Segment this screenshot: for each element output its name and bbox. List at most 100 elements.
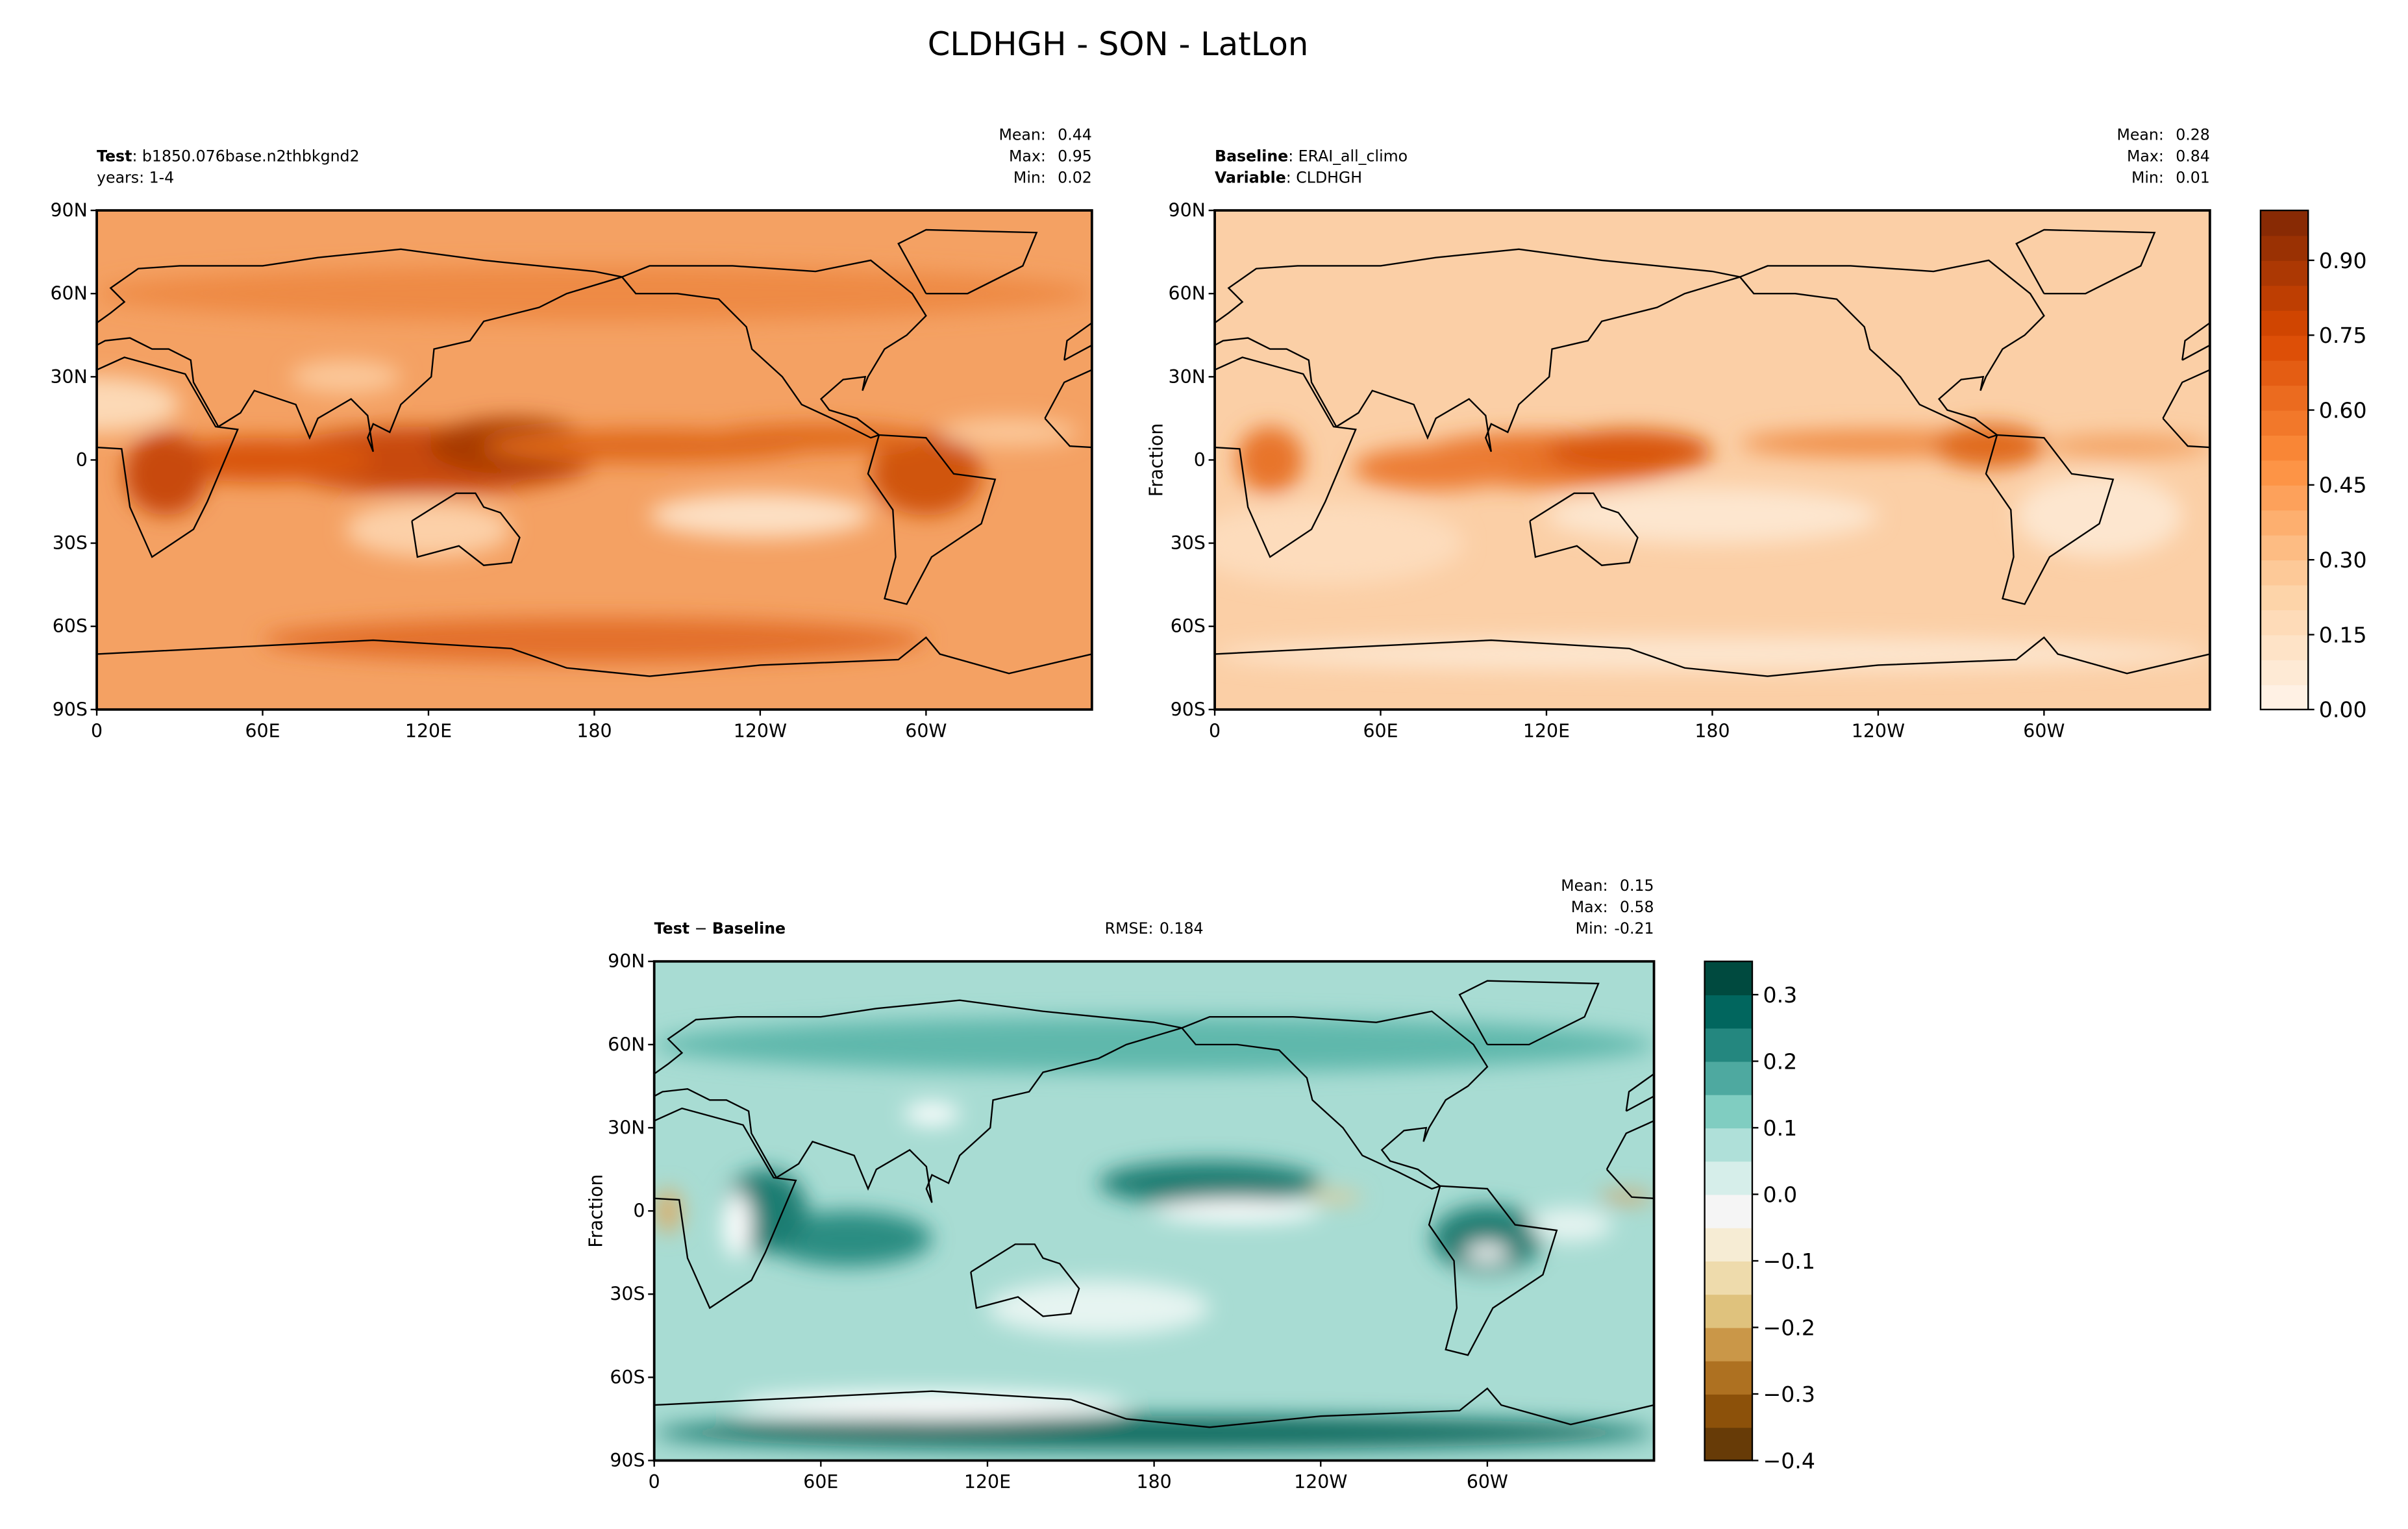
stat-value: -0.21 (1614, 919, 1654, 938)
colorbar-level (2260, 210, 2309, 236)
colorbar-level (2260, 435, 2309, 461)
header-part: : b1850.076base.n2thbkgnd2 (132, 147, 359, 165)
y-tick-label: 30S (1171, 532, 1206, 554)
x-tick-label: 120W (1294, 1471, 1347, 1493)
x-tick-label: 60E (1363, 720, 1398, 741)
coastline (1739, 259, 2045, 439)
stat-label: Min: (1013, 168, 1046, 186)
coastline (897, 229, 1038, 295)
colorbar-frame (2259, 209, 2309, 711)
header-part: : CLDHGH (1286, 168, 1362, 186)
colorbar-level (2260, 460, 2309, 486)
stat-value: 0.28 (2176, 125, 2210, 143)
y-tick-label: 90N (608, 951, 645, 972)
field-blob (1546, 429, 1713, 474)
field-blob (1933, 423, 2044, 469)
colorbar-level (2260, 360, 2309, 386)
x-tick-label: 60E (245, 720, 280, 741)
colorbar-level (2260, 385, 2309, 411)
stat-value: 0.44 (1058, 125, 1092, 143)
colorbar-level (2260, 260, 2309, 286)
y-tick-label: 60N (51, 283, 88, 305)
field-blob (1465, 1244, 1510, 1261)
x-tick-label: 60W (1467, 1471, 1508, 1493)
field-blob (654, 1017, 1654, 1073)
y-axis-label: Fraction (1146, 423, 1167, 497)
field-blob (152, 438, 373, 482)
field-blob (654, 1416, 1654, 1450)
y-tick-label: 30N (608, 1117, 645, 1138)
coastline (2181, 1012, 2408, 1189)
field-contours (654, 1017, 1654, 1450)
colorbar-level (1704, 1227, 1752, 1262)
field-blob (704, 423, 926, 452)
field-blob (2044, 435, 2210, 458)
y-tick-label: 30N (51, 366, 88, 388)
coastline (654, 1387, 1654, 1428)
colorbar-level (2260, 659, 2309, 686)
header-part: Variable (1215, 168, 1286, 186)
map-field (654, 961, 2408, 1461)
colorbar-level (1704, 1194, 1752, 1228)
panel-header: Baseline: ERAI_all_climo (1215, 147, 1408, 165)
colorbar-level (2260, 610, 2309, 636)
coastline (2209, 653, 2210, 654)
header-part: years: 1-4 (97, 168, 174, 186)
stat-label: Max: (2127, 147, 2164, 165)
coastline (1428, 1185, 1558, 1356)
colorbar-tick-label: −0.4 (1763, 1448, 1815, 1473)
stat-label: Max: (1009, 147, 1046, 165)
field-blob (345, 501, 512, 557)
colorbar-level (2260, 584, 2309, 611)
x-tick-label: 120E (405, 720, 452, 741)
colorbar-level (1704, 1260, 1752, 1295)
colorbar-level (2260, 534, 2309, 561)
map-field (97, 210, 1092, 710)
x-tick-label: 0 (91, 720, 103, 741)
coastline (1970, 1244, 2079, 1316)
coastline (97, 356, 239, 558)
rmse-value: 0.184 (1160, 919, 1204, 938)
colorbar-level (2260, 484, 2309, 511)
colorbar-level (2260, 560, 2309, 586)
field-blob (649, 493, 871, 538)
x-tick-label: 0 (1209, 720, 1221, 741)
stat-value: 0.02 (1058, 168, 1092, 186)
stat-label: Mean: (2116, 125, 2163, 143)
y-tick-label: 90S (1171, 699, 1206, 720)
x-tick-label: 60W (2023, 720, 2065, 741)
field-blob (765, 1211, 932, 1267)
header-part: Baseline (1215, 147, 1288, 165)
panel-header: Test − Baseline (654, 919, 786, 938)
colorbar-level (1704, 1028, 1752, 1062)
x-tick-label: 180 (577, 720, 612, 741)
y-tick-label: 90N (1169, 200, 1206, 221)
x-tick-label: 120W (1852, 720, 1905, 741)
field-blob (1306, 1191, 1363, 1203)
panel-header: Test: b1850.076base.n2thbkgnd2 (97, 147, 360, 165)
stat-label: Min: (2131, 168, 2164, 186)
stat-value: 0.84 (2176, 147, 2210, 165)
field-blob (723, 1191, 752, 1258)
y-tick-label: 30S (610, 1284, 645, 1305)
header-part: − (689, 919, 712, 938)
colorbar-level (2260, 634, 2309, 660)
field-blob (654, 1188, 682, 1234)
x-tick-label: 180 (1137, 1471, 1172, 1493)
colorbar-level (1704, 1360, 1752, 1395)
colorbar-level (1704, 1327, 1752, 1361)
y-tick-label: 90S (53, 699, 88, 720)
colorbar-tick-label: 0.15 (2319, 622, 2367, 647)
colorbar-level (1704, 994, 1752, 1029)
coastline (1215, 636, 2210, 677)
x-tick-label: 120W (734, 720, 787, 741)
coastline (2015, 229, 2156, 295)
colorbar-tick-label: 0.3 (1763, 982, 1798, 1008)
coastline (867, 434, 997, 605)
colorbar-tick-label: 0.2 (1763, 1049, 1798, 1074)
stat-value: 0.58 (1620, 898, 1654, 916)
x-tick-label: 0 (649, 1471, 660, 1493)
colorbar-level (1704, 1427, 1752, 1461)
